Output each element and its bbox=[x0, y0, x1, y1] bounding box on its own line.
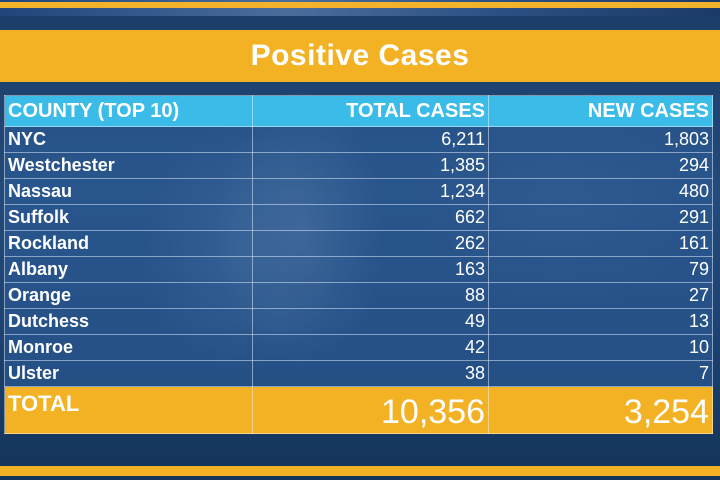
total-cases-value: 1,234 bbox=[252, 178, 489, 205]
total-cases-value: 262 bbox=[252, 230, 489, 257]
county-name: NYC bbox=[4, 126, 253, 153]
total-row: TOTAL 10,356 3,254 bbox=[4, 386, 713, 434]
total-cases-value: 163 bbox=[252, 256, 489, 283]
total-cases-value: 38 bbox=[252, 360, 489, 387]
table-row: Albany 163 79 bbox=[4, 256, 713, 283]
total-label: TOTAL bbox=[4, 386, 253, 434]
county-name: Suffolk bbox=[4, 204, 253, 231]
table-row: Dutchess 49 13 bbox=[4, 308, 713, 335]
table-row: Ulster 38 7 bbox=[4, 360, 713, 387]
table-row: Rockland 262 161 bbox=[4, 230, 713, 257]
new-cases-value: 294 bbox=[488, 152, 713, 179]
new-cases-sum: 3,254 bbox=[488, 386, 713, 434]
new-cases-value: 1,803 bbox=[488, 126, 713, 153]
table-row: Orange 88 27 bbox=[4, 282, 713, 309]
total-cases-value: 49 bbox=[252, 308, 489, 335]
total-cases-value: 88 bbox=[252, 282, 489, 309]
new-cases-value: 79 bbox=[488, 256, 713, 283]
county-name: Albany bbox=[4, 256, 253, 283]
total-cases-sum: 10,356 bbox=[252, 386, 489, 434]
county-name: Westchester bbox=[4, 152, 253, 179]
top-accent-stripe bbox=[0, 2, 720, 8]
table-header-row: COUNTY (TOP 10) TOTAL CASES NEW CASES bbox=[4, 95, 713, 127]
column-header-county: COUNTY (TOP 10) bbox=[4, 95, 253, 127]
table-row: Suffolk 662 291 bbox=[4, 204, 713, 231]
total-cases-value: 6,211 bbox=[252, 126, 489, 153]
county-name: Ulster bbox=[4, 360, 253, 387]
total-cases-value: 662 bbox=[252, 204, 489, 231]
county-name: Orange bbox=[4, 282, 253, 309]
county-name: Monroe bbox=[4, 334, 253, 361]
new-cases-value: 10 bbox=[488, 334, 713, 361]
county-name: Nassau bbox=[4, 178, 253, 205]
new-cases-value: 13 bbox=[488, 308, 713, 335]
county-name: Rockland bbox=[4, 230, 253, 257]
table-row: Monroe 42 10 bbox=[4, 334, 713, 361]
column-header-total-cases: TOTAL CASES bbox=[252, 95, 489, 127]
table-row: NYC 6,211 1,803 bbox=[4, 126, 713, 153]
new-cases-value: 291 bbox=[488, 204, 713, 231]
title-bar: Positive Cases bbox=[0, 30, 720, 82]
table-row: Nassau 1,234 480 bbox=[4, 178, 713, 205]
county-name: Dutchess bbox=[4, 308, 253, 335]
page-title: Positive Cases bbox=[250, 39, 470, 72]
cases-table: COUNTY (TOP 10) TOTAL CASES NEW CASES NY… bbox=[4, 95, 713, 434]
bottom-accent-bar bbox=[0, 466, 720, 476]
table-row: Westchester 1,385 294 bbox=[4, 152, 713, 179]
new-cases-value: 161 bbox=[488, 230, 713, 257]
new-cases-value: 480 bbox=[488, 178, 713, 205]
total-cases-value: 42 bbox=[252, 334, 489, 361]
total-cases-value: 1,385 bbox=[252, 152, 489, 179]
column-header-new-cases: NEW CASES bbox=[488, 95, 713, 127]
new-cases-value: 7 bbox=[488, 360, 713, 387]
new-cases-value: 27 bbox=[488, 282, 713, 309]
